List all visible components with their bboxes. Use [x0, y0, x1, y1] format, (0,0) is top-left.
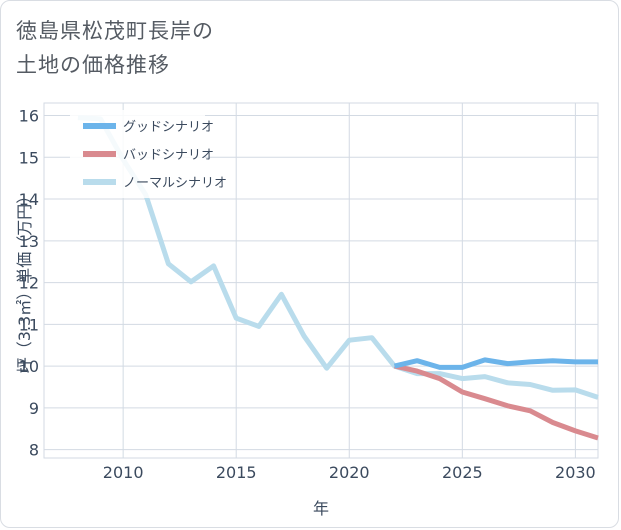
- x-tick-label: 2030: [555, 463, 596, 482]
- x-tick-label: 2010: [103, 463, 144, 482]
- series-line-1: [393, 363, 599, 441]
- series-lines: [77, 115, 599, 441]
- y-tick-label: 15: [19, 148, 39, 167]
- y-tick-label: 11: [19, 315, 39, 334]
- plot-frame: [43, 102, 599, 459]
- y-tick-label: 16: [19, 107, 39, 126]
- y-tick-label: 10: [19, 357, 39, 376]
- y-tick-label: 9: [29, 399, 39, 418]
- axis-ticks: 8 9 10 11 12 13 14 15 16 2010 2015 2020 2025 2030: [19, 107, 596, 482]
- legend-label: グッドシナリオ: [123, 120, 214, 135]
- x-tick-label: 2015: [216, 463, 257, 482]
- legend-label: ノーマルシナリオ: [123, 176, 227, 191]
- y-tick-label: 12: [19, 274, 39, 293]
- grid: [43, 102, 599, 459]
- series-line-2: [77, 115, 599, 400]
- x-tick-label: 2020: [329, 463, 370, 482]
- y-tick-label: 13: [19, 232, 39, 251]
- chart-title-line1: 徳島県松茂町長岸の: [16, 19, 214, 43]
- chart-title-line2: 土地の価格推移: [16, 53, 170, 77]
- y-axis-title: 坪（3.3㎡）単価（万円）: [15, 188, 34, 373]
- chart-title: 徳島県松茂町長岸の 土地の価格推移: [16, 14, 214, 82]
- series-line-0: [393, 357, 598, 370]
- legend-label: バッドシナリオ: [123, 148, 214, 163]
- x-axis-title: 年: [313, 499, 329, 518]
- x-tick-label: 2025: [442, 463, 483, 482]
- y-tick-label: 14: [19, 190, 39, 209]
- y-tick-label: 8: [29, 441, 39, 460]
